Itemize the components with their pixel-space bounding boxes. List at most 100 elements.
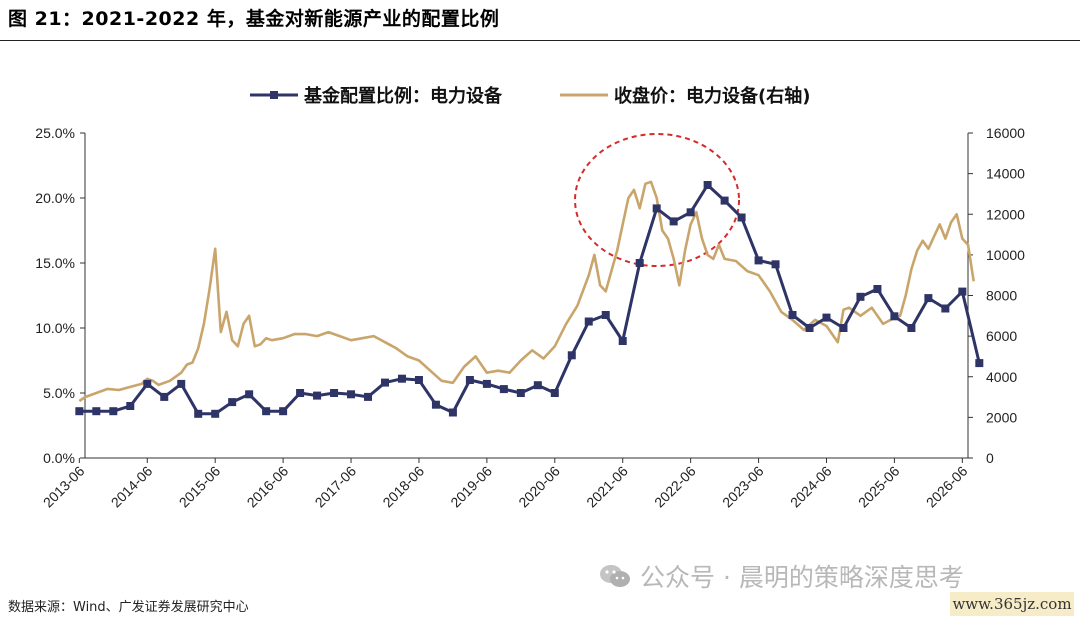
x-tick-label: 2017-06 (312, 463, 360, 511)
series-fund-ratio-point (414, 376, 423, 384)
series-fund-ratio-point (907, 324, 916, 332)
series-fund-ratio-point (737, 213, 746, 222)
x-tick-label: 2024-06 (787, 463, 835, 511)
series-fund-ratio-point (822, 313, 831, 322)
series-fund-ratio-point (245, 390, 254, 399)
series-layer (75, 180, 984, 418)
series-fund-ratio-point (584, 317, 593, 326)
series-fund-ratio-point (279, 407, 288, 416)
series-fund-ratio-point (771, 260, 780, 269)
left-tick-label: 25.0% (35, 125, 75, 141)
peak-highlight-ellipse (574, 133, 741, 267)
left-tick-label: 15.0% (35, 255, 75, 271)
series-fund-ratio-point (380, 378, 389, 387)
x-tick-label: 2023-06 (719, 463, 767, 511)
series-fund-ratio-point (262, 407, 271, 416)
right-tick-label: 16000 (986, 125, 1025, 141)
dual-axis-line-chart: 0.0% 5.0% 10.0% 15.0% 20.0% 25.0% 0 2000 4000 600… (35, 85, 1025, 510)
series-fund-ratio-point (109, 407, 118, 416)
series-fund-ratio-point (720, 196, 729, 205)
series-fund-ratio-point (856, 292, 865, 301)
legend-label-fund-ratio: 基金配置比例：电力设备 (303, 85, 503, 107)
x-tick-label: 2025-06 (855, 463, 903, 511)
x-tick-label: 2018-06 (379, 463, 427, 511)
data-source-note: 数据来源：Wind、广发证券发展研究中心 (8, 600, 249, 615)
x-tick-label: 2026-06 (923, 463, 971, 511)
series-fund-ratio-point (567, 351, 576, 360)
series-fund-ratio-point (92, 407, 101, 416)
series-fund-ratio-point (533, 381, 542, 390)
right-tick-label: 12000 (986, 206, 1025, 222)
series-fund-ratio-point (924, 294, 933, 303)
right-tick-label: 6000 (986, 328, 1017, 344)
series-fund-ratio-point (143, 379, 152, 388)
series-fund-ratio-point (296, 389, 305, 397)
series-fund-ratio-point (313, 391, 322, 400)
series-fund-ratio-point (958, 287, 967, 296)
series-fund-ratio-point (788, 311, 797, 319)
series-fund-ratio-point (618, 337, 627, 345)
series-fund-ratio-point (330, 389, 339, 397)
series-fund-ratio-line (79, 183, 981, 416)
series-fund-ratio-point (177, 379, 186, 388)
watermark: 公众号 · 晨明的策略深度思考 (598, 558, 964, 594)
series-fund-ratio-point (703, 181, 712, 189)
x-tick-label: 2019-06 (447, 463, 495, 511)
right-tick-label: 0 (986, 450, 994, 466)
x-tick-label: 2020-06 (515, 463, 563, 511)
series-fund-ratio-point (364, 392, 373, 401)
series-fund-ratio-point (347, 390, 356, 399)
series-fund-ratio-point (431, 400, 440, 409)
right-tick-label: 8000 (986, 288, 1017, 304)
series-fund-ratio-point (686, 208, 695, 217)
left-tick-label: 20.0% (35, 190, 75, 206)
chart-legend: 基金配置比例：电力设备 收盘价：电力设备(右轴) (250, 85, 810, 107)
x-tick-label: 2022-06 (651, 463, 699, 511)
series-fund-ratio-point (448, 408, 457, 417)
highlight-layer (574, 133, 741, 267)
series-fund-ratio-point (652, 204, 661, 213)
series-fund-ratio-point (75, 407, 84, 416)
series-fund-ratio-point (890, 312, 899, 321)
wechat-icon (600, 565, 630, 587)
figure-title: 图 21：2021-2022 年，基金对新能源产业的配置比例 (8, 8, 500, 30)
right-tick-label: 4000 (986, 369, 1017, 385)
x-tick-label: 2015-06 (176, 463, 224, 511)
x-tick-label: 2013-06 (40, 463, 88, 511)
series-fund-ratio-point (975, 359, 984, 368)
series-fund-ratio-point (873, 285, 882, 293)
series-fund-ratio-point (126, 402, 135, 410)
legend-marker-fund-ratio (270, 91, 278, 99)
series-fund-ratio-point (669, 217, 678, 226)
series-fund-ratio-point (160, 392, 169, 401)
series-fund-ratio-point (839, 324, 848, 332)
series-fund-ratio-point (211, 409, 220, 418)
series-fund-ratio-point (941, 304, 950, 313)
series-fund-ratio-point (499, 385, 508, 394)
x-tick-label: 2016-06 (244, 463, 292, 511)
legend-label-close-price: 收盘价：电力设备(右轴) (614, 85, 810, 107)
series-close-price-line (78, 180, 975, 403)
left-tick-label: 0.0% (43, 450, 75, 466)
series-fund-ratio-point (194, 409, 203, 418)
x-tick-label: 2014-06 (108, 463, 156, 511)
right-tick-label: 10000 (986, 247, 1025, 263)
series-fund-ratio-point (482, 379, 491, 388)
series-fund-ratio-point (550, 389, 559, 397)
series-fund-ratio-point (601, 311, 610, 319)
chart-axes: 0.0% 5.0% 10.0% 15.0% 20.0% 25.0% 0 2000 4000 600… (35, 125, 1025, 510)
series-fund-ratio-point (228, 398, 237, 407)
x-tick-label: 2021-06 (583, 463, 631, 511)
title-divider (0, 40, 1080, 41)
right-tick-label: 2000 (986, 409, 1017, 425)
series-fund-ratio-point (635, 259, 644, 267)
series-fund-ratio-point (754, 256, 763, 265)
series-fund-ratio-point (465, 376, 474, 384)
right-tick-label: 14000 (986, 166, 1025, 182)
series-fund-ratio-point (805, 324, 814, 332)
series-fund-ratio-point (397, 374, 406, 383)
site-badge: www.365jz.com (950, 592, 1074, 616)
series-fund-ratio-point (516, 389, 525, 397)
left-tick-label: 10.0% (35, 320, 75, 336)
left-tick-label: 5.0% (43, 385, 75, 401)
